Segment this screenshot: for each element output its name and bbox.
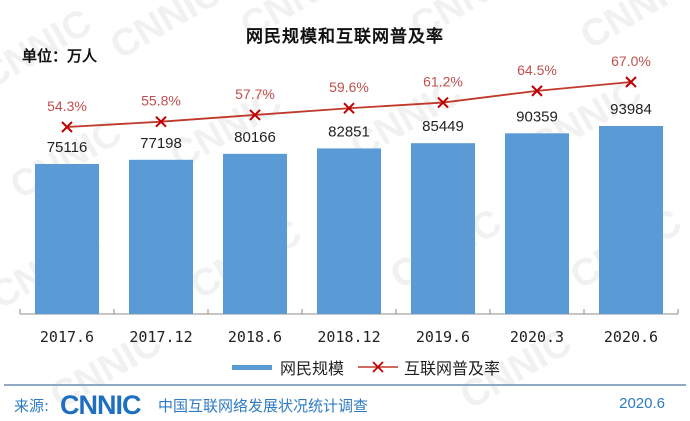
x-category-label: 2017.6 <box>40 328 94 346</box>
bar <box>317 148 381 314</box>
legend-bar-label: 网民规模 <box>280 359 345 378</box>
x-category-label: 2020.6 <box>604 328 658 346</box>
bar-swatch-icon <box>232 364 272 370</box>
line-marker-swatch-icon <box>358 361 399 373</box>
bar-group: 77198 2017.12 <box>129 135 193 346</box>
bar-value-label: 82851 <box>328 123 370 140</box>
rate-value-label: 57.7% <box>235 86 275 102</box>
legend-item-line: 互联网普及率 <box>358 355 500 379</box>
line-point: 55.8% <box>141 93 181 128</box>
legend-line-label: 互联网普及率 <box>404 359 501 378</box>
rate-value-label: 64.5% <box>517 62 557 78</box>
bar-group: 80166 2018.6 <box>223 129 287 346</box>
line-point: 61.2% <box>423 74 463 109</box>
bar-value-label: 90359 <box>516 108 558 125</box>
bar <box>223 153 287 314</box>
cnnic-logo: CNNIC <box>60 390 141 420</box>
x-category-label: 2020.3 <box>510 328 564 346</box>
line-point: 59.6% <box>329 79 369 114</box>
bar-value-label: 75116 <box>47 139 88 156</box>
chart-legend: 网民规模 互联网普及率 <box>232 355 514 379</box>
rate-value-label: 55.8% <box>141 93 181 109</box>
bar <box>129 159 193 314</box>
source-label: 来源: <box>14 397 50 415</box>
bar-group: 85449 2019.6 <box>411 118 475 346</box>
bar-value-label: 80166 <box>234 129 276 146</box>
unit-label: 单位：万人 <box>22 47 98 65</box>
rate-value-label: 61.2% <box>423 74 463 90</box>
rate-value-label: 54.3% <box>47 98 87 114</box>
bar <box>505 133 569 314</box>
line-point: 67.0% <box>611 53 651 88</box>
x-category-label: 2018.6 <box>228 328 282 346</box>
bar-value-label: 85449 <box>422 118 464 135</box>
line-point: 64.5% <box>517 62 557 97</box>
line-point: 54.3% <box>47 98 87 133</box>
source-organization: 中国互联网络发展状况统计调查 <box>158 397 369 415</box>
footer: 来源: CNNIC 中国互联网络发展状况统计调查 2020.6 <box>0 390 690 420</box>
x-category-label: 2017.12 <box>129 328 192 346</box>
bar <box>35 164 99 314</box>
bar-value-label: 77198 <box>140 135 182 152</box>
line-point: 57.7% <box>235 86 275 121</box>
bar-group: 82851 2018.12 <box>317 123 381 346</box>
chart-title: 网民规模和互联网普及率 <box>246 27 444 47</box>
bar-group: 90359 2020.3 <box>505 108 569 346</box>
x-category-label: 2019.6 <box>416 328 470 346</box>
rate-value-label: 67.0% <box>611 53 651 69</box>
rate-value-label: 59.6% <box>329 79 369 95</box>
bar-group: 75116 2017.6 <box>35 139 99 346</box>
footer-divider <box>4 384 686 386</box>
bar-group: 93984 2020.6 <box>599 101 663 346</box>
legend-item-bars: 网民规模 <box>232 355 344 379</box>
bar-value-label: 93984 <box>610 101 652 118</box>
bar <box>599 126 663 314</box>
bar <box>411 143 475 314</box>
report-date: 2020.6 <box>619 395 665 412</box>
x-category-label: 2018.12 <box>317 328 380 346</box>
chart-area: 75116 2017.6 77198 2017.12 80166 2018.6 82851 2… <box>19 53 679 346</box>
